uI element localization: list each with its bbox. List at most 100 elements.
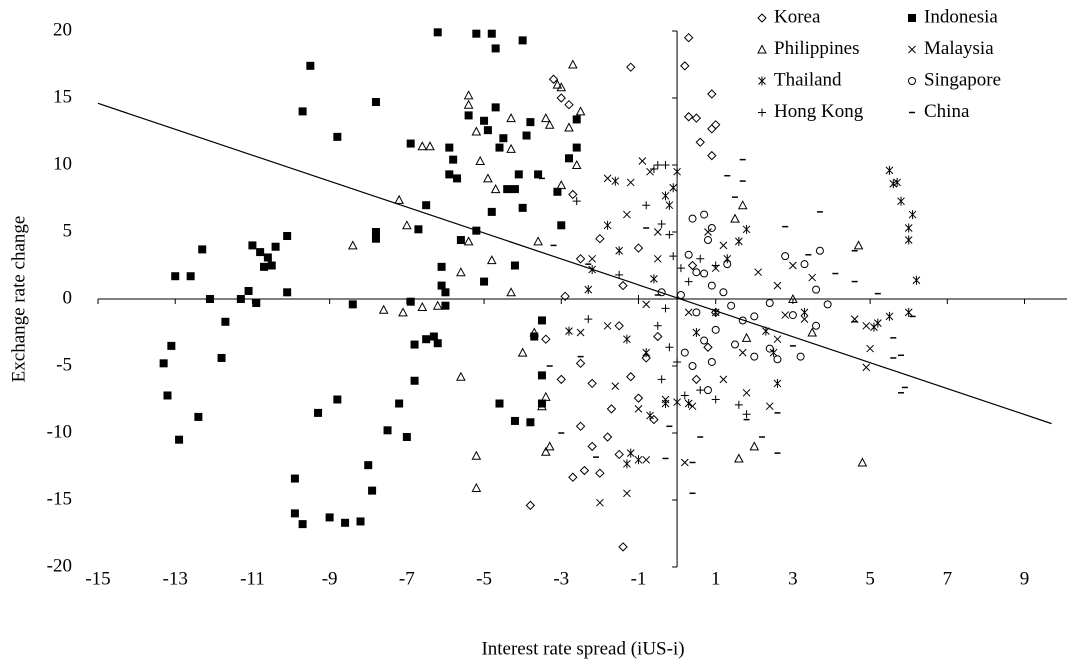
point — [433, 28, 442, 37]
point — [719, 241, 728, 250]
point — [588, 254, 597, 263]
point — [506, 287, 516, 297]
legend-label: Korea — [774, 6, 821, 27]
point — [653, 331, 663, 342]
legend-label: Malaysia — [924, 38, 994, 59]
point — [692, 268, 701, 277]
point — [885, 311, 894, 321]
point — [534, 170, 543, 179]
point — [540, 391, 551, 401]
point — [456, 236, 465, 245]
point — [414, 225, 423, 234]
legend-marker — [908, 45, 916, 54]
point — [680, 61, 690, 71]
legend-marker — [908, 14, 916, 22]
point — [522, 131, 531, 140]
point — [807, 327, 818, 337]
legend-marker — [908, 77, 916, 85]
y-tick-label: 15 — [53, 86, 72, 107]
point — [510, 185, 519, 194]
point — [661, 191, 670, 201]
point — [596, 498, 604, 507]
point — [490, 184, 501, 194]
point — [707, 281, 716, 290]
point — [198, 245, 207, 254]
y-tick-label: 0 — [63, 287, 73, 308]
point — [575, 358, 586, 369]
point — [568, 472, 578, 482]
point — [741, 332, 752, 342]
legend-marker — [758, 76, 766, 86]
legend-label: Hong Kong — [774, 101, 864, 122]
point — [445, 170, 454, 179]
point — [653, 161, 662, 169]
point — [696, 386, 705, 395]
point — [252, 299, 261, 308]
point — [510, 416, 519, 425]
point — [556, 180, 567, 190]
x-tick-label: -11 — [240, 568, 265, 589]
point — [471, 450, 482, 460]
point — [730, 340, 739, 349]
point — [680, 391, 689, 400]
point — [530, 332, 539, 341]
point — [661, 161, 670, 169]
point — [463, 99, 474, 109]
point — [700, 336, 709, 345]
point — [510, 261, 519, 270]
point — [514, 170, 523, 179]
x-tick-label: -13 — [163, 568, 188, 589]
point — [707, 89, 717, 99]
point — [517, 347, 528, 357]
point — [432, 300, 443, 310]
legend-label: Philippines — [774, 38, 860, 59]
point — [692, 328, 701, 337]
point — [283, 288, 292, 297]
point — [572, 197, 581, 206]
point — [506, 113, 516, 123]
point — [773, 378, 782, 388]
point — [518, 203, 527, 212]
point — [626, 62, 636, 72]
point — [703, 342, 713, 352]
point — [742, 410, 751, 419]
point — [688, 362, 697, 370]
point — [614, 449, 624, 460]
point — [673, 397, 681, 407]
point — [260, 262, 269, 271]
point — [248, 241, 257, 250]
point — [271, 242, 280, 251]
point — [703, 386, 712, 395]
point — [661, 304, 670, 313]
point — [437, 262, 446, 271]
point — [673, 357, 682, 366]
point — [603, 174, 612, 183]
point — [626, 372, 636, 382]
point — [800, 315, 809, 323]
point — [738, 348, 747, 357]
point — [564, 99, 574, 110]
point — [742, 224, 751, 234]
point — [526, 118, 535, 127]
point — [603, 220, 612, 230]
point — [556, 374, 566, 385]
point — [495, 143, 504, 152]
point — [734, 453, 744, 463]
trend-line — [97, 102, 1052, 425]
point — [368, 486, 377, 495]
point — [341, 518, 350, 527]
point — [669, 252, 678, 261]
legend-marker — [757, 13, 767, 23]
point — [750, 312, 759, 321]
point — [749, 441, 760, 451]
point — [800, 307, 809, 317]
point — [556, 93, 566, 103]
point — [642, 300, 651, 309]
point — [823, 300, 832, 309]
point — [483, 126, 492, 135]
point — [649, 414, 659, 425]
point — [633, 243, 644, 253]
point — [483, 173, 493, 183]
